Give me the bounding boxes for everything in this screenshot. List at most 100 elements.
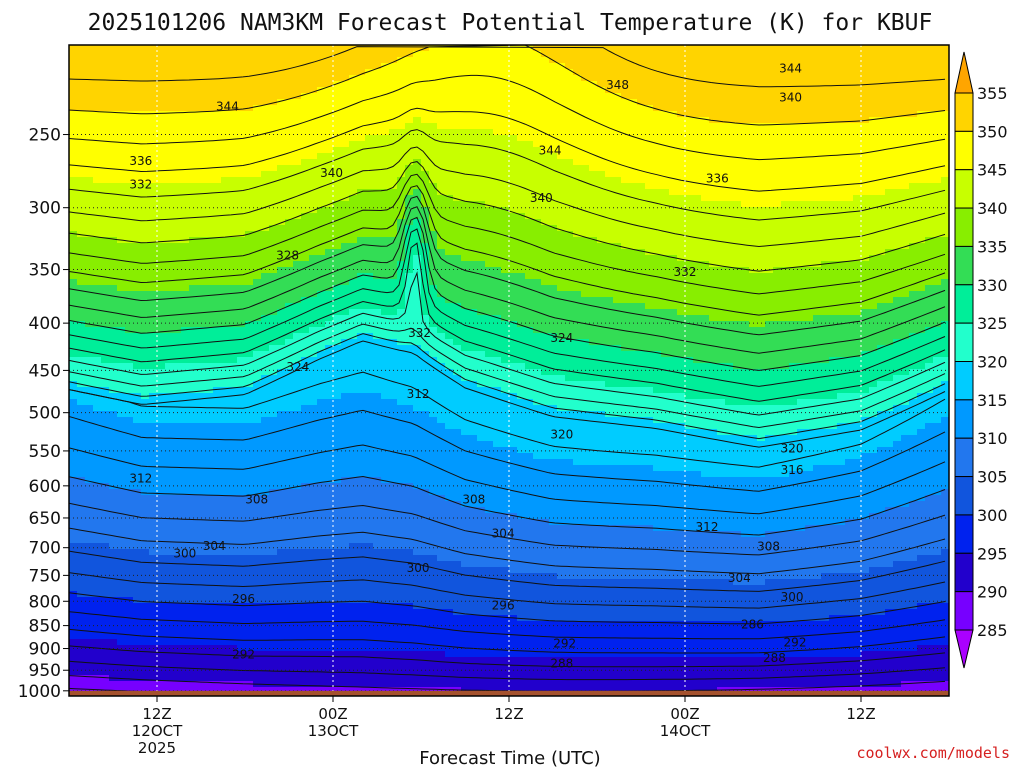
color-cell <box>733 123 742 202</box>
contour-line <box>69 409 946 492</box>
color-cell <box>413 219 422 256</box>
color-cell <box>637 621 646 658</box>
color-cell <box>197 555 206 604</box>
color-cell <box>629 351 638 388</box>
color-cell <box>189 555 198 604</box>
color-cell <box>757 273 766 328</box>
color-cell <box>517 399 526 454</box>
color-cell <box>373 393 382 478</box>
color-cell <box>565 621 574 658</box>
color-cell <box>933 111 942 184</box>
color-cell <box>701 117 710 202</box>
colorbar-swatch <box>954 322 974 362</box>
color-cell <box>757 585 766 622</box>
contour-line <box>69 475 946 536</box>
color-cell <box>181 243 190 292</box>
color-cell <box>837 525 846 574</box>
color-cell <box>301 261 310 298</box>
color-cell <box>181 111 190 184</box>
color-cell <box>437 297 446 334</box>
color-cell <box>709 363 718 400</box>
color-cell <box>677 195 686 262</box>
color-cell <box>573 657 582 694</box>
color-cell <box>637 249 646 304</box>
color-cell <box>901 45 910 118</box>
color-cell <box>885 303 894 346</box>
color-cell <box>285 165 294 220</box>
contour-label: 312 <box>129 471 152 485</box>
color-cell <box>117 393 126 418</box>
color-cell <box>205 393 214 424</box>
color-cell <box>613 243 622 304</box>
color-cell <box>573 525 582 580</box>
color-cell <box>365 135 374 190</box>
color-cell <box>653 423 662 472</box>
color-cell <box>221 285 230 328</box>
color-cell <box>245 495 254 556</box>
color-cell <box>693 363 702 400</box>
color-cell <box>709 45 718 124</box>
color-cell <box>685 471 694 532</box>
color-cell <box>461 201 470 262</box>
color-cell <box>437 495 446 562</box>
color-cell <box>109 639 118 682</box>
color-cell <box>941 549 949 604</box>
color-cell <box>93 357 102 388</box>
contour-label: 312 <box>696 520 719 534</box>
color-cell <box>717 621 726 658</box>
color-cell <box>77 597 86 640</box>
color-cell <box>117 111 126 184</box>
color-cell <box>917 369 926 394</box>
color-cell <box>85 483 94 544</box>
color-cell <box>821 261 830 316</box>
color-cell <box>77 111 86 178</box>
contour-line <box>69 592 946 625</box>
color-cell <box>549 225 558 286</box>
color-cell <box>653 309 662 352</box>
color-cell <box>429 123 438 184</box>
color-cell <box>269 555 278 604</box>
color-cell <box>789 657 798 688</box>
color-cell <box>77 477 86 544</box>
color-cell <box>381 63 390 136</box>
color-cell <box>141 291 150 334</box>
color-cell <box>549 459 558 526</box>
color-cell <box>581 411 590 466</box>
color-cell <box>781 621 790 658</box>
color-cell <box>237 237 246 286</box>
contour-label: 292 <box>784 636 807 650</box>
color-cell <box>373 45 382 70</box>
color-cell <box>725 579 734 622</box>
color-cell <box>581 81 590 166</box>
color-cell <box>629 465 638 526</box>
color-cell <box>493 135 502 208</box>
color-cell <box>789 579 798 622</box>
color-cell <box>909 435 918 502</box>
color-cell <box>573 237 582 292</box>
contour-label: 340 <box>779 91 802 105</box>
color-cell <box>725 201 734 268</box>
color-cell <box>181 183 190 244</box>
color-cell <box>549 375 558 406</box>
contour-label: 288 <box>763 651 786 665</box>
color-cell <box>885 117 894 190</box>
color-cell <box>669 531 678 580</box>
color-cell <box>845 459 854 520</box>
color-cell <box>485 441 494 514</box>
color-cell <box>413 189 422 220</box>
color-cell <box>357 273 366 310</box>
color-cell <box>773 369 782 406</box>
color-cell <box>669 657 678 694</box>
color-cell <box>421 555 430 610</box>
color-cell <box>245 231 254 286</box>
color-cell <box>565 657 574 694</box>
color-cell <box>861 573 870 616</box>
color-cell <box>789 531 798 580</box>
color-cell <box>197 603 206 646</box>
color-cell <box>413 651 422 688</box>
color-cell <box>893 297 902 340</box>
color-cell <box>749 123 758 208</box>
color-cell <box>245 603 254 652</box>
color-cell <box>805 321 814 364</box>
color-cell <box>757 441 766 478</box>
